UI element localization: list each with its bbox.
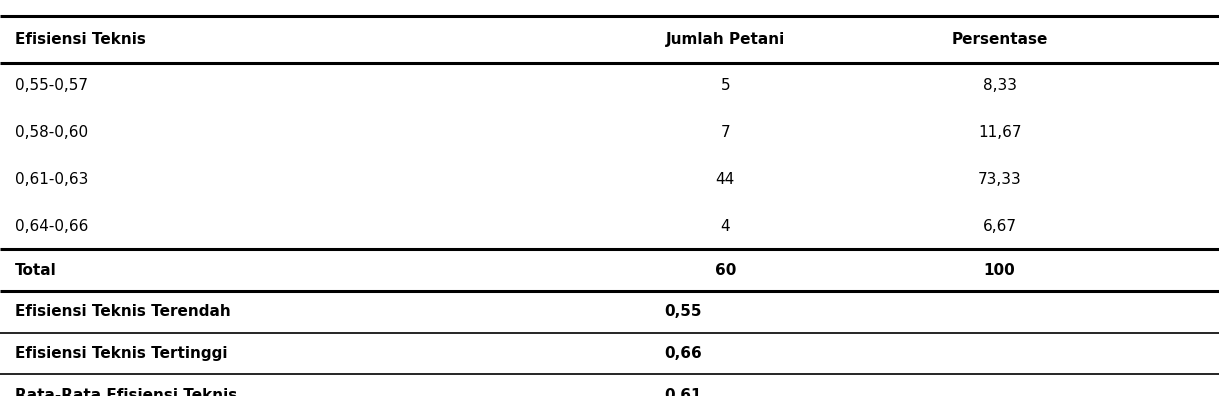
Text: 100: 100 xyxy=(984,263,1015,278)
Text: 0,64-0,66: 0,64-0,66 xyxy=(15,219,88,234)
Text: Efisiensi Teknis Tertinggi: Efisiensi Teknis Tertinggi xyxy=(15,346,227,361)
Text: 60: 60 xyxy=(714,263,736,278)
Text: Jumlah Petani: Jumlah Petani xyxy=(666,32,785,47)
Text: 11,67: 11,67 xyxy=(978,125,1022,140)
Text: 0,61-0,63: 0,61-0,63 xyxy=(15,172,88,187)
Text: Total: Total xyxy=(15,263,56,278)
Text: 0,66: 0,66 xyxy=(664,346,702,361)
Text: Efisiensi Teknis: Efisiensi Teknis xyxy=(15,32,145,47)
Text: 0,55-0,57: 0,55-0,57 xyxy=(15,78,88,93)
Text: 6,67: 6,67 xyxy=(983,219,1017,234)
Text: 0,55: 0,55 xyxy=(664,305,702,319)
Text: 7: 7 xyxy=(720,125,730,140)
Text: Persentase: Persentase xyxy=(951,32,1048,47)
Text: 8,33: 8,33 xyxy=(983,78,1017,93)
Text: 0,58-0,60: 0,58-0,60 xyxy=(15,125,88,140)
Text: 0,61: 0,61 xyxy=(664,388,702,396)
Text: Rata-Rata Efisiensi Teknis: Rata-Rata Efisiensi Teknis xyxy=(15,388,236,396)
Text: 5: 5 xyxy=(720,78,730,93)
Text: 4: 4 xyxy=(720,219,730,234)
Text: 73,33: 73,33 xyxy=(978,172,1022,187)
Text: Efisiensi Teknis Terendah: Efisiensi Teknis Terendah xyxy=(15,305,230,319)
Text: 44: 44 xyxy=(716,172,735,187)
